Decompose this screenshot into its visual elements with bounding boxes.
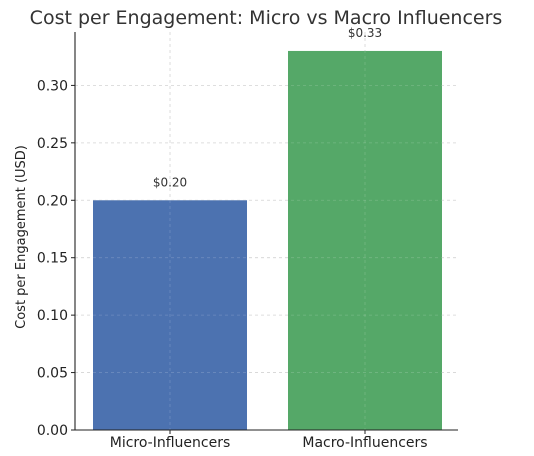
bar-value-label: $0.20: [153, 175, 187, 189]
y-tick-label: 0.25: [37, 136, 68, 152]
bar-micro-influencers: [93, 200, 247, 430]
y-tick-label: 0.10: [37, 308, 68, 324]
bar-macro-influencers: [288, 50, 442, 430]
y-axis-label: Cost per Engagement (USD): [14, 145, 29, 329]
y-tick-label: 0.15: [37, 251, 68, 267]
bar-value-label: $0.33: [348, 26, 382, 40]
y-tick-label: 0.00: [37, 423, 68, 439]
y-tick-label: 0.05: [37, 366, 68, 382]
x-tick-label: Micro-Influencers: [110, 435, 231, 451]
bars: [75, 32, 458, 431]
x-tick-label: Macro-Influencers: [302, 435, 427, 451]
y-tick-label: 0.20: [37, 193, 68, 209]
chart-title: Cost per Engagement: Micro vs Macro Infl…: [30, 7, 503, 29]
labels: 0.00 0.05 0.10 0.15 0.20 0.25 0.30 Micro-Influe…: [37, 26, 428, 451]
axes: [71, 32, 458, 434]
y-tick-label: 0.30: [37, 78, 68, 94]
